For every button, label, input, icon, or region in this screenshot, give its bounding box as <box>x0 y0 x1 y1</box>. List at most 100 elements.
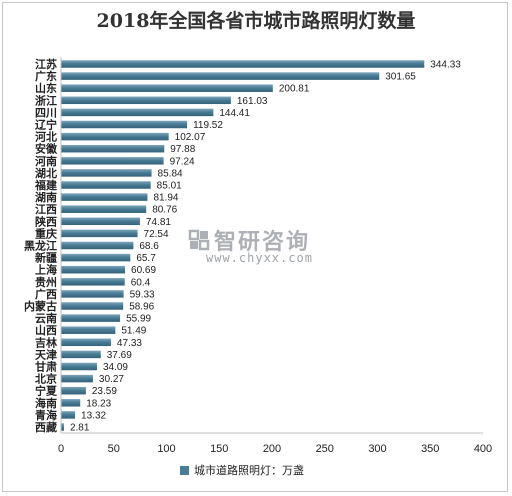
category-label: 北京 <box>35 372 57 386</box>
bar <box>61 96 231 105</box>
category-label: 吉林 <box>35 335 57 349</box>
bar <box>61 399 81 407</box>
x-axis: 0 50 100 150 200 250 300 350 400 <box>58 57 492 455</box>
bar <box>61 72 380 80</box>
category-label: 黑龙江 <box>24 239 57 253</box>
value-label: 65.7 <box>136 253 156 264</box>
category-label: 福建 <box>34 178 58 192</box>
x-tick-label: 300 <box>368 443 386 455</box>
x-tick-label: 0 <box>58 443 64 455</box>
x-tick-label: 250 <box>316 443 334 455</box>
bar <box>61 181 151 189</box>
bar <box>61 338 111 347</box>
value-label: 119.52 <box>193 120 223 131</box>
bar <box>61 253 131 262</box>
bar <box>61 423 64 431</box>
bar <box>61 350 101 359</box>
category-label: 江西 <box>35 202 57 216</box>
category-label: 河北 <box>35 130 57 144</box>
category-label: 云南 <box>35 311 57 325</box>
value-label: 97.24 <box>170 156 195 167</box>
category-label: 陕西 <box>35 214 57 228</box>
bar <box>61 205 147 213</box>
legend-label: 城市道路照明灯：万盏 <box>194 464 304 477</box>
watermark-name: 智研咨询 <box>214 230 311 255</box>
category-label: 内蒙古 <box>24 299 57 313</box>
value-label: 18.23 <box>86 398 111 409</box>
value-label: 97.88 <box>170 144 195 155</box>
category-label: 天津 <box>35 347 57 361</box>
bar <box>61 278 125 286</box>
value-label: 60.4 <box>131 277 151 288</box>
category-label: 山西 <box>35 323 57 337</box>
bar <box>61 144 165 153</box>
value-label: 81.94 <box>153 193 178 204</box>
category-label: 广东 <box>35 69 57 83</box>
bar <box>61 326 116 334</box>
value-label: 80.76 <box>152 205 177 216</box>
category-label: 湖南 <box>35 190 57 204</box>
value-label: 85.84 <box>158 168 183 179</box>
bar <box>61 157 164 165</box>
category-label: 贵州 <box>35 275 57 289</box>
value-label: 2.81 <box>70 423 90 434</box>
bar <box>61 193 148 201</box>
legend-swatch <box>180 465 189 475</box>
value-label: 72.54 <box>144 229 169 240</box>
category-label: 江苏 <box>35 57 57 71</box>
bar <box>61 217 140 226</box>
bar <box>61 386 86 395</box>
bar <box>61 302 124 310</box>
x-tick-label: 100 <box>157 443 175 455</box>
value-label: 59.33 <box>130 289 155 300</box>
value-label: 37.69 <box>107 350 132 361</box>
value-label: 58.96 <box>129 302 154 313</box>
category-label: 浙江 <box>35 93 57 107</box>
bar <box>61 132 169 141</box>
value-label: 74.81 <box>146 217 171 228</box>
category-label: 辽宁 <box>35 118 57 132</box>
x-tick-label: 350 <box>421 443 439 455</box>
value-label: 144.41 <box>219 108 250 119</box>
category-label: 宁夏 <box>35 384 58 398</box>
bars-group <box>61 60 425 431</box>
category-label: 山东 <box>35 81 57 95</box>
value-label: 161.03 <box>237 96 268 107</box>
value-label: 55.99 <box>126 314 151 325</box>
bar <box>61 84 273 92</box>
watermark-logo-icon <box>188 229 210 251</box>
category-label: 湖北 <box>35 166 57 180</box>
bar <box>61 290 124 298</box>
value-label: 13.32 <box>81 410 106 421</box>
x-tick-label: 150 <box>210 443 228 455</box>
category-label: 青海 <box>35 408 57 422</box>
category-label: 西藏 <box>35 420 57 434</box>
watermark: 智研咨询 <box>188 224 310 256</box>
category-label: 上海 <box>35 263 57 277</box>
category-label: 河南 <box>35 154 57 168</box>
bar <box>61 265 126 274</box>
value-label: 85.01 <box>157 181 182 192</box>
bar <box>61 362 97 371</box>
value-label: 60.69 <box>131 265 156 276</box>
value-label: 34.09 <box>103 362 128 373</box>
bar <box>61 229 138 238</box>
bar <box>61 169 152 177</box>
x-tick-label: 400 <box>474 443 492 455</box>
category-label: 安徽 <box>35 142 58 156</box>
chart-title: 2018年全国各省市城市路照明灯数量 <box>96 10 416 32</box>
category-label: 广西 <box>35 287 57 301</box>
value-label: 23.59 <box>92 386 117 397</box>
value-label: 301.65 <box>385 72 416 83</box>
category-label: 新疆 <box>35 251 57 265</box>
category-label: 四川 <box>35 106 57 119</box>
value-label: 200.81 <box>279 84 310 95</box>
bar <box>61 60 425 68</box>
value-label: 68.6 <box>139 241 159 252</box>
bar <box>61 120 188 129</box>
category-label: 甘肃 <box>35 360 57 374</box>
bar <box>61 314 121 322</box>
value-label: 344.33 <box>430 60 461 71</box>
value-label: 47.33 <box>117 338 142 349</box>
